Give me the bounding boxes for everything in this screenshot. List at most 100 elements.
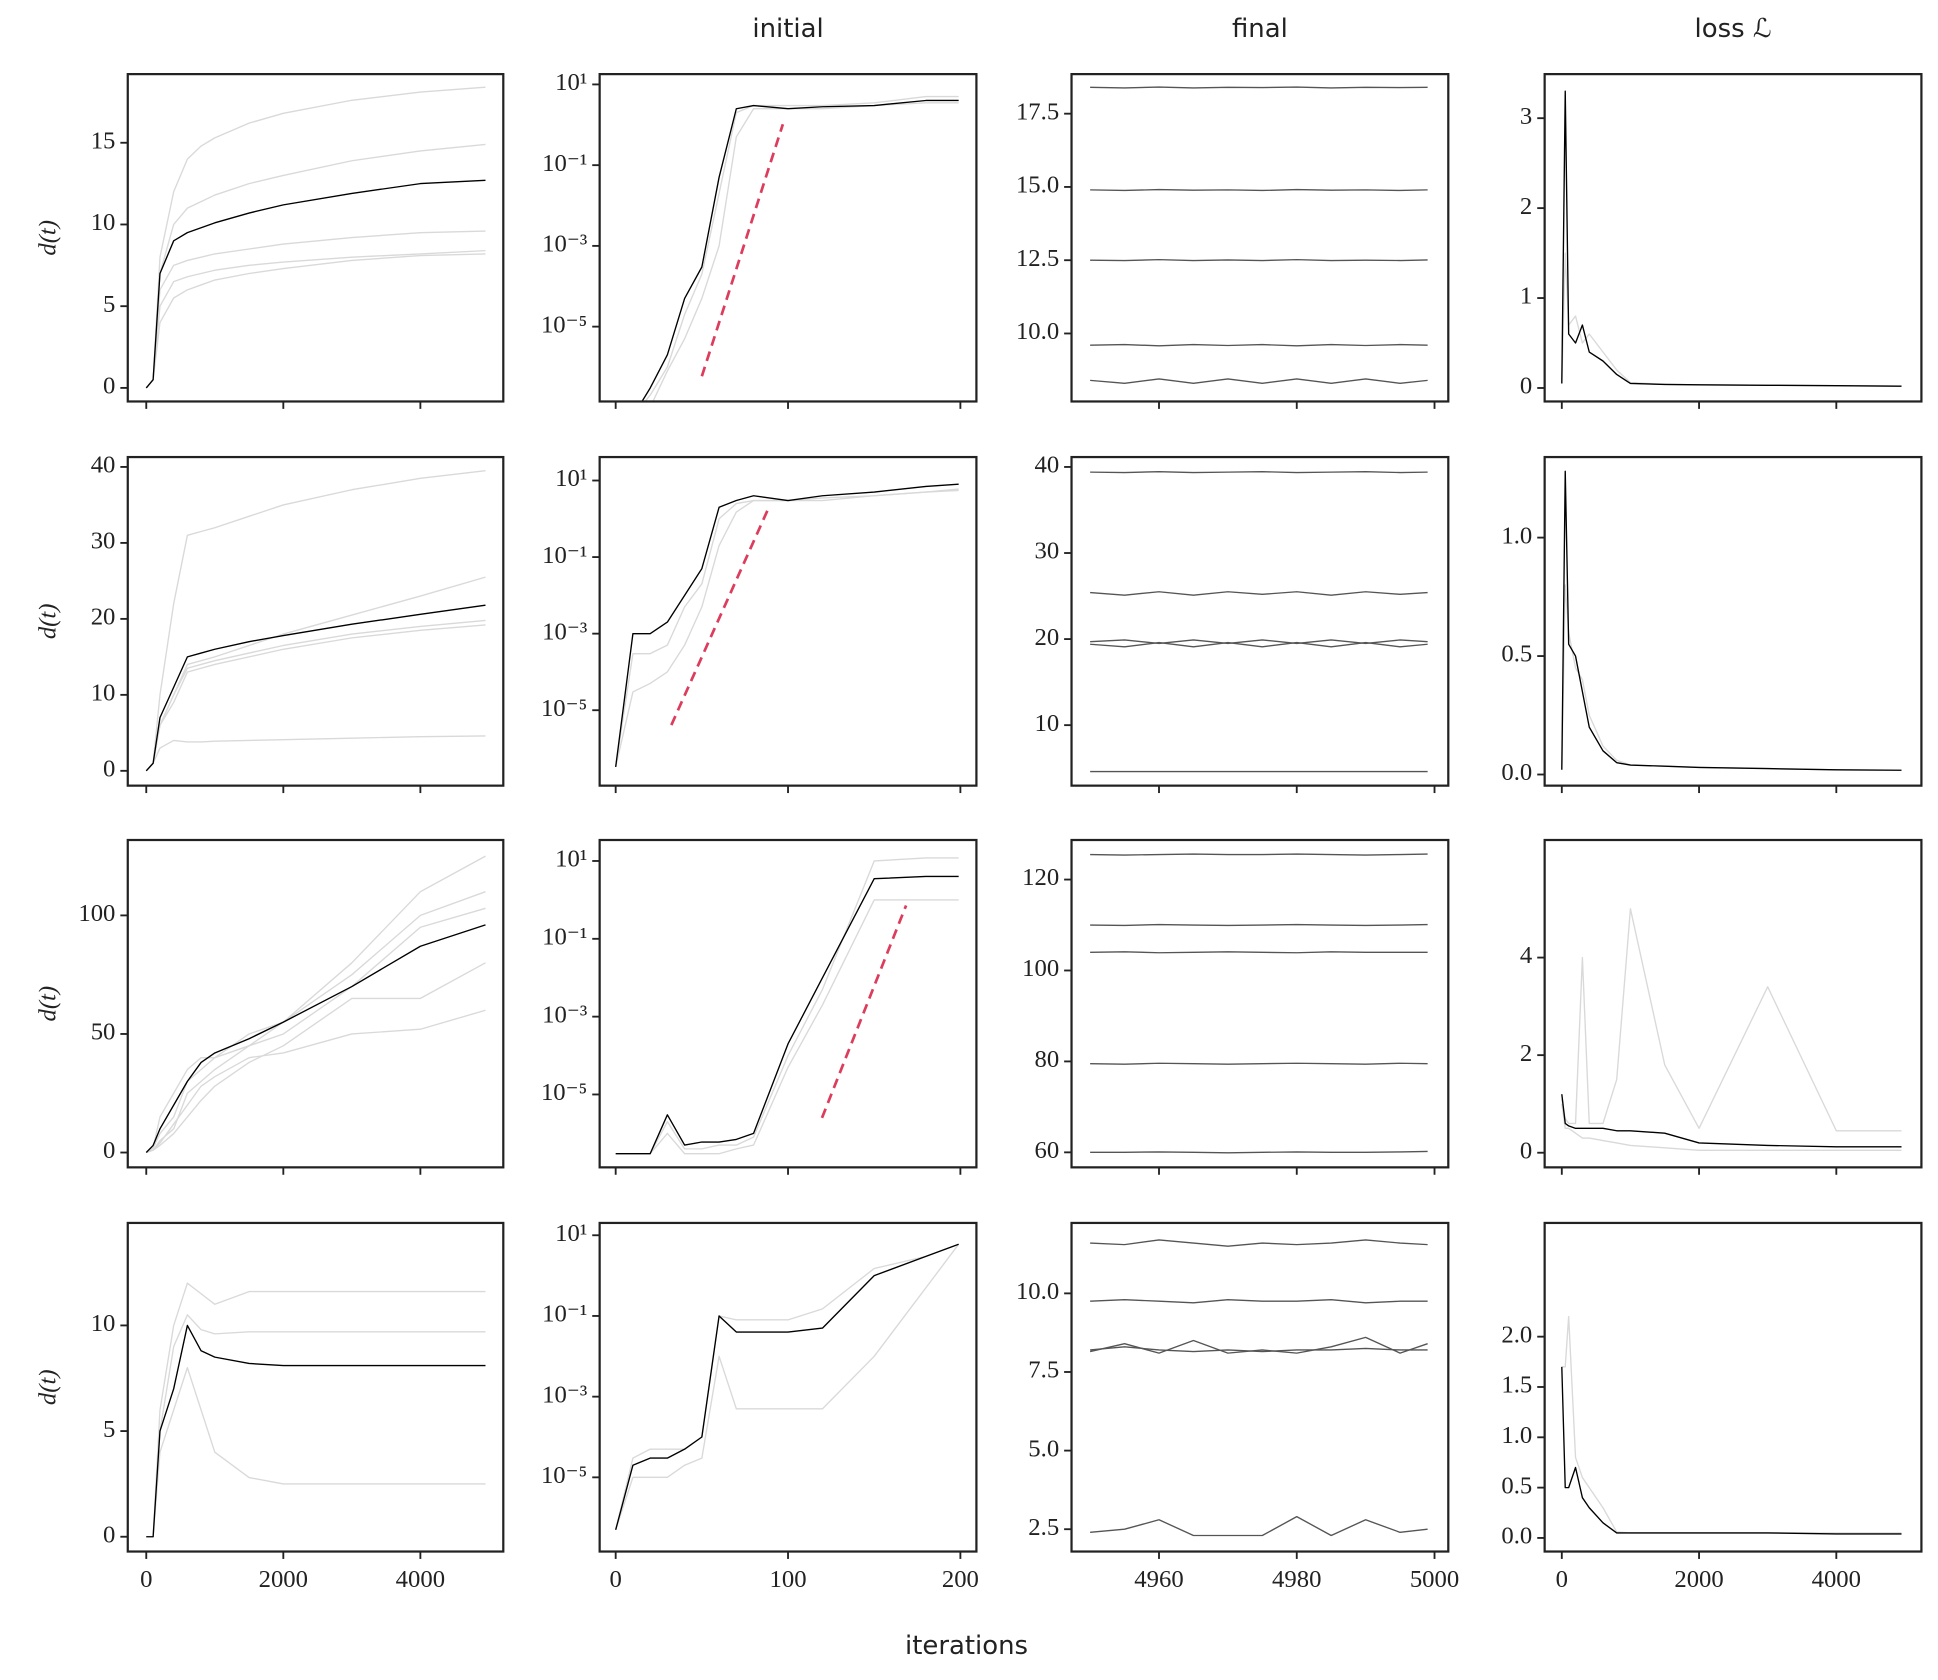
y-tick-label: 0.5 — [1501, 1472, 1532, 1499]
plot-area — [1089, 1239, 1428, 1537]
x-tick-label: 4000 — [1812, 1566, 1861, 1593]
series-line — [615, 483, 959, 768]
axes-frame — [126, 1221, 505, 1553]
y-tick-label: 10⁻¹ — [542, 150, 587, 177]
y-tick-label: 10 — [1034, 710, 1059, 737]
y-tick-label: 17.5 — [1016, 98, 1059, 125]
y-tick-label: 10 — [91, 680, 116, 707]
plot-area — [1561, 90, 1902, 387]
series-line — [145, 86, 486, 389]
y-tick-label: 40 — [91, 452, 116, 479]
y-tick-label: 10 — [91, 1310, 116, 1337]
x-axis-label: iterations — [905, 1631, 1028, 1661]
y-tick-label: 0.0 — [1501, 1523, 1532, 1550]
series-line — [1090, 188, 1428, 192]
y-tick-label: 10⁻³ — [542, 1381, 587, 1408]
axes-frame — [1543, 838, 1923, 1169]
plot-area — [145, 86, 486, 389]
column-title: loss ℒ — [1695, 14, 1772, 44]
series-line — [146, 1367, 486, 1538]
y-tick-label: 10⁻³ — [542, 618, 587, 645]
series-line — [145, 891, 486, 1154]
plot-area — [615, 857, 959, 1155]
series-line — [1090, 591, 1428, 596]
y-tick-label: 10¹ — [555, 1220, 587, 1247]
series-line — [1090, 1239, 1428, 1247]
x-tick-label: 2000 — [259, 1566, 308, 1593]
series-line — [145, 604, 486, 772]
plot-area — [1561, 908, 1902, 1151]
y-tick-label: 10⁻⁵ — [541, 1462, 587, 1489]
column-title: final — [1232, 14, 1288, 44]
series-line — [1090, 639, 1428, 645]
series-line — [1561, 584, 1902, 771]
y-tick-label: 50 — [91, 1019, 116, 1046]
axes-frame — [598, 455, 978, 787]
axes-frame — [1543, 73, 1923, 403]
series-line — [615, 1243, 959, 1530]
series-line — [1090, 641, 1428, 648]
x-tick-label: 4960 — [1134, 1566, 1183, 1593]
y-tick-label: 4 — [1520, 942, 1532, 969]
y-tick-label: 60 — [1034, 1137, 1059, 1164]
plot-area — [1090, 86, 1428, 384]
series-line — [1090, 1346, 1428, 1353]
series-line — [146, 907, 486, 1154]
axes-frame — [1070, 1221, 1450, 1553]
y-tick-label: 10⁻⁵ — [541, 695, 587, 722]
plot-area — [145, 855, 486, 1154]
y-tick-label: 7.5 — [1028, 1357, 1059, 1384]
axes-frame — [126, 838, 505, 1169]
y-tick-label: 10¹ — [555, 465, 587, 492]
axes-frame — [1070, 455, 1450, 787]
axes-frame — [598, 73, 978, 403]
series-line — [1090, 1062, 1428, 1065]
x-tick-label: 0 — [1556, 1566, 1568, 1593]
series-line — [146, 1314, 486, 1538]
y-tick-label: 1 — [1520, 283, 1532, 310]
y-tick-label: 15.0 — [1016, 172, 1059, 199]
y-tick-label: 0 — [1520, 1137, 1532, 1164]
series-line — [1090, 258, 1428, 262]
series-line — [615, 1243, 960, 1531]
x-tick-label: 100 — [770, 1566, 807, 1593]
y-tick-label: 20 — [91, 604, 116, 631]
series-line — [1090, 378, 1428, 384]
y-tick-label: 30 — [91, 528, 116, 555]
series-line — [1089, 1336, 1428, 1354]
y-tick-label: 10⁻¹ — [542, 923, 587, 950]
y-tick-label: 5.0 — [1028, 1435, 1059, 1462]
y-tick-label: 0 — [103, 1521, 115, 1548]
series-line — [146, 1324, 486, 1538]
series-line — [652, 102, 959, 402]
series-line — [1561, 1315, 1902, 1534]
y-tick-label: 30 — [1034, 538, 1059, 565]
series-line — [1090, 1515, 1428, 1537]
series-line — [145, 143, 486, 389]
series-line — [615, 899, 959, 1155]
axes-frame — [126, 455, 505, 787]
series-line — [1561, 1103, 1902, 1151]
y-tick-label: 40 — [1034, 452, 1059, 479]
series-line — [820, 904, 908, 1119]
x-tick-label: 5000 — [1410, 1566, 1459, 1593]
series-line — [145, 735, 486, 772]
series-line — [1090, 1298, 1428, 1304]
axes-frame — [598, 1221, 978, 1553]
series-line — [145, 855, 486, 1154]
series-line — [1090, 471, 1428, 474]
y-tick-label: 2.5 — [1028, 1514, 1059, 1541]
y-tick-label: 2 — [1520, 193, 1532, 220]
series-line — [1090, 951, 1428, 954]
series-line — [615, 488, 959, 768]
y-tick-label: 0.0 — [1501, 759, 1532, 786]
x-tick-label: 200 — [942, 1566, 979, 1593]
plot-area — [1090, 853, 1428, 1154]
y-tick-label: 10.0 — [1016, 318, 1059, 345]
y-tick-label: 100 — [1022, 955, 1059, 982]
series-line — [1561, 252, 1902, 387]
series-line — [1090, 343, 1428, 347]
series-line — [145, 249, 486, 389]
